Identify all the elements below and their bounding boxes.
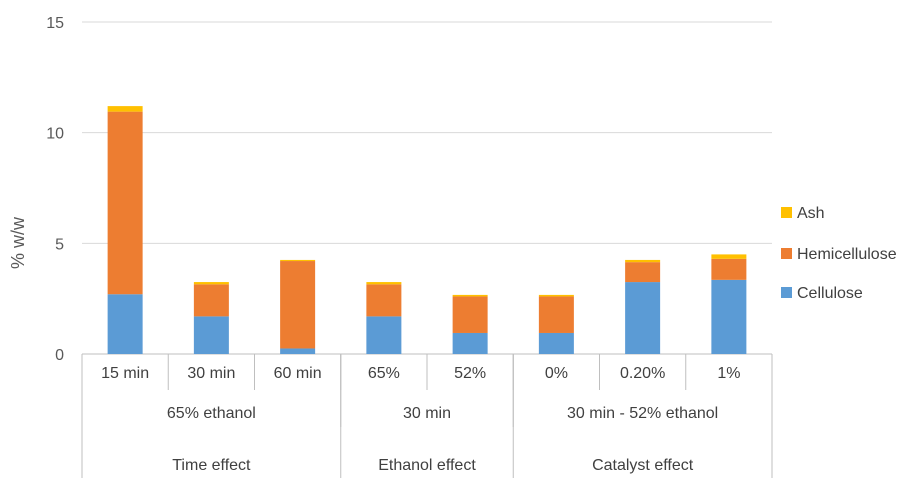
x-tick-label: 0.20%: [620, 365, 665, 382]
bar-segment-ash: [625, 259, 661, 263]
x-tick-label: 52%: [454, 365, 486, 382]
bar-segment-hemicellulose: [280, 261, 316, 349]
bar-segment-ash: [711, 254, 747, 259]
y-tick-label: 15: [46, 15, 64, 32]
bar-segment-ash: [538, 294, 574, 297]
y-tick-label: 5: [55, 236, 64, 253]
x-tick-label: 65%: [368, 365, 400, 382]
bar-segment-hemicellulose: [452, 296, 488, 333]
bar-segment-ash: [280, 259, 316, 262]
bar-segment-ash: [366, 282, 402, 285]
bar-segment-ash: [107, 106, 143, 112]
bar-segment-cellulose: [107, 294, 143, 354]
legend-swatch-cellulose: [781, 287, 792, 298]
bar-segment-hemicellulose: [366, 284, 402, 317]
bar-segment-hemicellulose: [107, 111, 143, 295]
y-tick-label: 10: [46, 126, 64, 143]
bar-segment-ash: [193, 282, 229, 285]
x-group-label-outer: Catalyst effect: [592, 457, 694, 474]
y-axis-label: % w/w: [8, 216, 28, 269]
x-tick-label: 15 min: [101, 365, 149, 382]
x-axis: 15 min 30 min 60 min 65% 52% 0% 0.20% 1% 65% eth…: [81, 354, 773, 478]
legend-label-cellulose: Cellulose: [797, 285, 863, 302]
x-group-label-outer: Ethanol effect: [378, 457, 476, 474]
x-group-label: 30 min: [403, 405, 451, 422]
x-tick-label: 1%: [717, 365, 740, 382]
legend-swatch-hemicellulose: [781, 248, 792, 259]
bar-segment-hemicellulose: [625, 262, 661, 283]
bar-segment-hemicellulose: [193, 284, 229, 317]
legend-label-hemicellulose: Hemicellulose: [797, 246, 897, 263]
bars: [107, 106, 747, 354]
legend-label-ash: Ash: [797, 205, 825, 222]
bar-segment-cellulose: [625, 282, 661, 354]
gridlines: [82, 21, 772, 355]
legend: Ash Hemicellulose Cellulose: [781, 205, 897, 302]
bar-segment-cellulose: [280, 348, 316, 354]
legend-swatch-ash: [781, 207, 792, 218]
bar-segment-cellulose: [452, 332, 488, 354]
y-tick-labels: 0 5 10 15: [46, 15, 64, 364]
x-tick-label: 60 min: [274, 365, 322, 382]
x-group-label: 30 min - 52% ethanol: [567, 405, 718, 422]
bar-segment-ash: [452, 294, 488, 297]
x-tick-label: 30 min: [187, 365, 235, 382]
bar-segment-hemicellulose: [711, 258, 747, 280]
bar-segment-cellulose: [193, 316, 229, 354]
bar-segment-cellulose: [711, 279, 747, 354]
bar-segment-cellulose: [366, 316, 402, 354]
bar-segment-cellulose: [538, 332, 574, 354]
bar-segment-hemicellulose: [538, 296, 574, 333]
y-tick-label: 0: [55, 347, 64, 364]
x-group-label-outer: Time effect: [172, 457, 251, 474]
x-group-label: 65% ethanol: [167, 405, 256, 422]
x-tick-label: 0%: [545, 365, 568, 382]
